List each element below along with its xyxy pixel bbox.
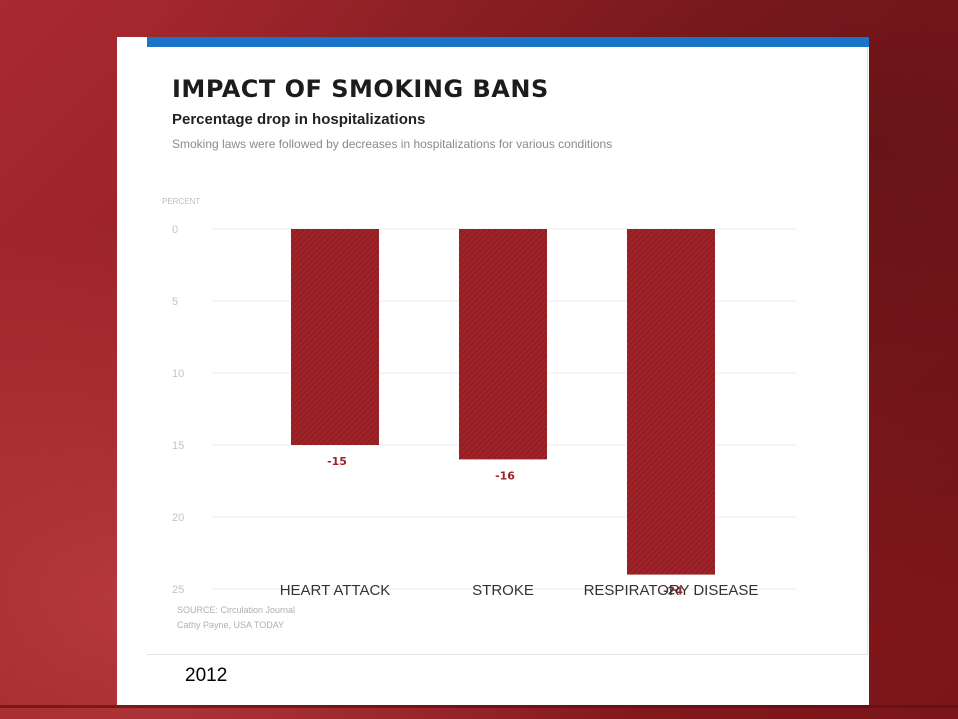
bar bbox=[459, 229, 547, 460]
bar-value-label: -24 bbox=[663, 585, 683, 598]
bar bbox=[627, 229, 715, 575]
bar bbox=[291, 229, 379, 445]
chart-subtitle: Percentage drop in hospitalizations bbox=[172, 111, 426, 128]
infographic-card: IMPACT OF SMOKING BANS Percentage drop i… bbox=[117, 37, 869, 705]
bar-chart: PERCENT 0 5 10 15 20 25 -15 HEART ATTACK -16 STROK… bbox=[162, 197, 797, 599]
category-label: RESPIRATORY DISEASE bbox=[584, 582, 759, 599]
category-label: STROKE bbox=[472, 582, 534, 599]
chart-title: IMPACT OF SMOKING BANS bbox=[172, 75, 549, 103]
source-line: SOURCE: Circulation Journal bbox=[177, 605, 296, 615]
graphic-border bbox=[147, 47, 868, 655]
year-label: 2012 bbox=[185, 665, 228, 686]
bar-value-label: -15 bbox=[327, 455, 347, 468]
accent-bar bbox=[147, 37, 869, 47]
y-tick-label: 10 bbox=[172, 368, 184, 380]
y-tick-label: 5 bbox=[172, 296, 178, 308]
y-axis-label: PERCENT bbox=[162, 197, 200, 206]
bar-value-label: -16 bbox=[495, 469, 515, 482]
credit-line: Cathy Payne, USA TODAY bbox=[177, 620, 285, 630]
y-tick-label: 20 bbox=[172, 512, 184, 524]
source-credit: SOURCE: Circulation Journal Cathy Payne,… bbox=[177, 603, 295, 633]
y-tick-label: 15 bbox=[172, 440, 184, 452]
y-tick-label: 25 bbox=[172, 584, 184, 596]
y-tick-label: 0 bbox=[172, 224, 178, 236]
chart-description: Smoking laws were followed by decreases … bbox=[172, 137, 613, 151]
frame-divider bbox=[0, 705, 958, 708]
category-label: HEART ATTACK bbox=[280, 582, 391, 599]
